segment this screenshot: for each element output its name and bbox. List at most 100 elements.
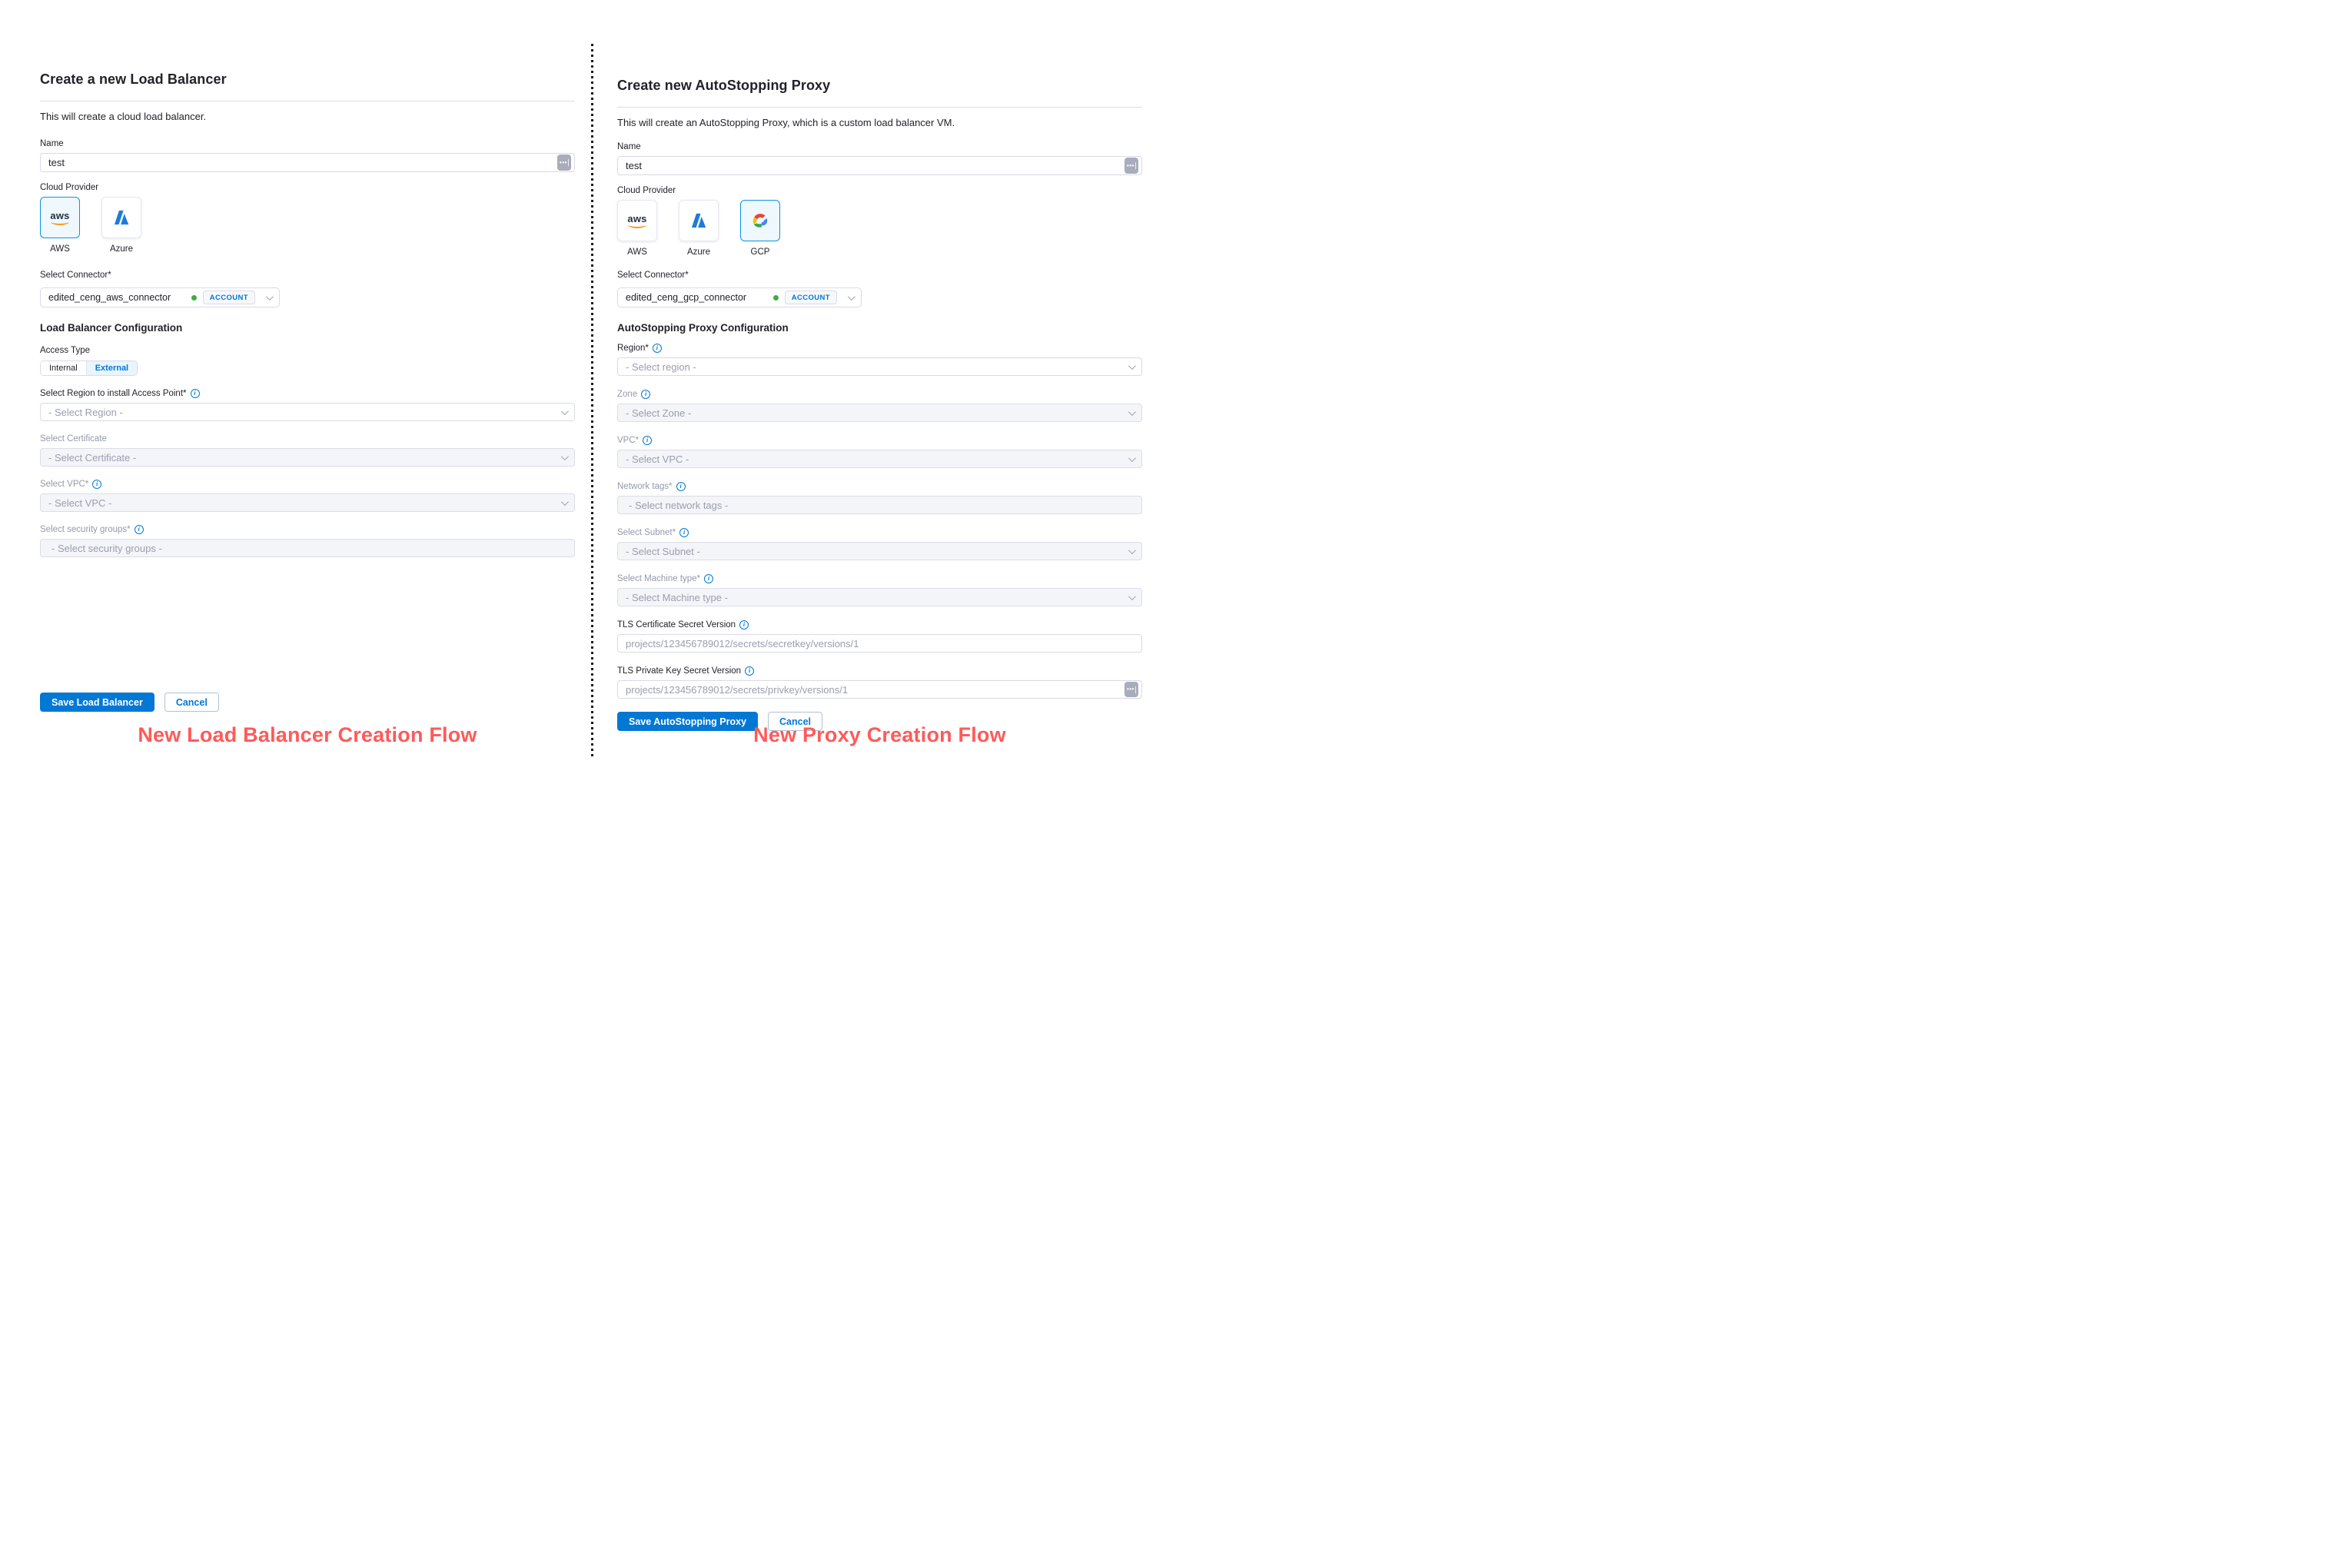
- input-extension-icon[interactable]: •••: [1125, 682, 1138, 697]
- chevron-down-icon[interactable]: [560, 407, 569, 415]
- connector-status-dot: [772, 294, 779, 301]
- input-extension-icon[interactable]: •••: [557, 154, 571, 171]
- connector-label: Select Connector*: [617, 271, 689, 280]
- region-select[interactable]: - Select Region -: [40, 403, 575, 421]
- provider-label: AWS: [627, 247, 647, 257]
- gcp-card[interactable]: [740, 200, 780, 241]
- page-title: Create new AutoStopping Proxy: [617, 78, 831, 93]
- left-flow-caption: New Load Balancer Creation Flow: [138, 723, 477, 746]
- access-type-label: Access Type: [40, 346, 90, 355]
- chevron-down-icon[interactable]: [1128, 592, 1136, 600]
- info-icon[interactable]: i: [704, 574, 714, 583]
- certificate-label: Select Certificate: [40, 434, 107, 443]
- machine-type-select[interactable]: - Select Machine type -: [617, 588, 1142, 606]
- provider-card-aws[interactable]: aws AWS: [40, 197, 80, 254]
- chevron-down-icon[interactable]: [1128, 546, 1136, 554]
- connector-status-dot: [191, 294, 197, 301]
- provider-label: AWS: [50, 244, 70, 254]
- form-subtitle: This will create a cloud load balancer.: [40, 111, 207, 122]
- chevron-down-icon[interactable]: [847, 292, 855, 301]
- info-icon[interactable]: i: [652, 344, 662, 353]
- vpc-select[interactable]: - Select VPC -: [617, 450, 1142, 468]
- aws-card[interactable]: aws: [617, 200, 657, 241]
- vpc-select[interactable]: - Select VPC -: [40, 493, 575, 512]
- tls-private-key-label: TLS Private Key Secret Version i: [617, 666, 1142, 676]
- chevron-down-icon[interactable]: [560, 452, 569, 460]
- zone-select[interactable]: - Select Zone -: [617, 404, 1142, 422]
- vpc-label: Select VPC* i: [40, 480, 575, 489]
- network-tags-multiselect[interactable]: - Select network tags -: [617, 496, 1142, 514]
- security-groups-label: Select security groups* i: [40, 525, 575, 534]
- name-label: Name: [617, 142, 641, 151]
- section-heading: AutoStopping Proxy Configuration: [617, 322, 789, 334]
- chevron-down-icon[interactable]: [1128, 453, 1136, 462]
- subnet-select[interactable]: - Select Subnet -: [617, 542, 1142, 560]
- tls-private-key-input[interactable]: [626, 683, 1125, 696]
- section-heading: Load Balancer Configuration: [40, 322, 183, 334]
- azure-card[interactable]: [679, 200, 719, 241]
- aws-card[interactable]: aws: [40, 197, 80, 238]
- name-input[interactable]: [48, 157, 557, 168]
- info-icon[interactable]: i: [679, 528, 689, 537]
- provider-card-azure[interactable]: Azure: [101, 197, 141, 254]
- vpc-label: VPC* i: [617, 436, 1142, 445]
- certificate-select[interactable]: - Select Certificate -: [40, 448, 575, 467]
- name-input[interactable]: [626, 160, 1125, 171]
- save-autostopping-proxy-button[interactable]: Save AutoStopping Proxy: [617, 712, 759, 731]
- region-select[interactable]: - Select region -: [617, 357, 1142, 376]
- connector-select[interactable]: edited_ceng_aws_connector ACCOUNT: [40, 287, 280, 307]
- azure-logo-icon: [691, 213, 706, 228]
- chevron-down-icon[interactable]: [1128, 407, 1136, 416]
- provider-label: Azure: [686, 247, 711, 257]
- access-type-external[interactable]: External: [86, 361, 138, 375]
- cancel-button[interactable]: Cancel: [768, 712, 823, 731]
- region-label: Select Region to install Access Point* i: [40, 389, 575, 398]
- info-icon[interactable]: i: [92, 480, 102, 489]
- info-icon[interactable]: i: [643, 436, 653, 445]
- info-icon[interactable]: i: [745, 666, 755, 676]
- chevron-down-icon[interactable]: [265, 292, 274, 301]
- region-label: Region* i: [617, 344, 1142, 353]
- access-type-internal[interactable]: Internal: [41, 361, 87, 375]
- info-icon[interactable]: i: [676, 482, 686, 491]
- chevron-down-icon[interactable]: [560, 497, 569, 506]
- tls-certificate-field-wrap: [617, 634, 1142, 653]
- load-balancer-form: Create a new Load Balancer This will cre…: [40, 0, 575, 712]
- connector-value: edited_ceng_aws_connector: [48, 292, 171, 303]
- save-load-balancer-button[interactable]: Save Load Balancer: [40, 693, 154, 712]
- cancel-button[interactable]: Cancel: [164, 693, 219, 712]
- azure-card[interactable]: [101, 197, 141, 238]
- cloud-provider-options: aws AWS Azure: [40, 197, 575, 254]
- info-icon[interactable]: i: [190, 389, 200, 398]
- provider-label: Azure: [109, 244, 134, 254]
- info-icon[interactable]: i: [134, 525, 144, 534]
- page-title: Create a new Load Balancer: [40, 71, 227, 87]
- provider-card-gcp[interactable]: GCP: [740, 200, 780, 257]
- autostopping-proxy-form: Create new AutoStopping Proxy This will …: [617, 0, 1142, 731]
- connector-select[interactable]: edited_ceng_gcp_connector ACCOUNT: [617, 287, 862, 307]
- provider-label: GCP: [750, 247, 770, 257]
- dotted-divider: [591, 44, 593, 757]
- provider-card-aws[interactable]: aws AWS: [617, 200, 657, 257]
- provider-card-azure[interactable]: Azure: [679, 200, 719, 257]
- info-icon[interactable]: i: [739, 620, 749, 630]
- tls-certificate-input[interactable]: [626, 637, 1138, 649]
- aws-logo-icon: aws: [627, 214, 646, 228]
- cloud-provider-label: Cloud Provider: [617, 186, 676, 195]
- name-field-wrap: •••: [617, 156, 1142, 175]
- form-subtitle: This will create an AutoStopping Proxy, …: [617, 117, 955, 128]
- cloud-provider-label: Cloud Provider: [40, 183, 99, 192]
- azure-logo-icon: [114, 210, 129, 225]
- subnet-label: Select Subnet* i: [617, 528, 1142, 537]
- info-icon[interactable]: i: [641, 390, 651, 399]
- security-groups-multiselect[interactable]: - Select security groups -: [40, 539, 575, 557]
- connector-value: edited_ceng_gcp_connector: [626, 292, 747, 303]
- machine-type-label: Select Machine type* i: [617, 574, 1142, 583]
- form-actions: Save Load Balancer Cancel: [40, 693, 575, 712]
- page: Create a new Load Balancer This will cre…: [0, 0, 1176, 784]
- chevron-down-icon[interactable]: [1128, 361, 1136, 370]
- input-extension-icon[interactable]: •••: [1125, 158, 1138, 174]
- network-tags-label: Network tags* i: [617, 482, 1142, 491]
- connector-scope-badge: ACCOUNT: [784, 291, 837, 304]
- tls-certificate-label: TLS Certificate Secret Version i: [617, 620, 1142, 630]
